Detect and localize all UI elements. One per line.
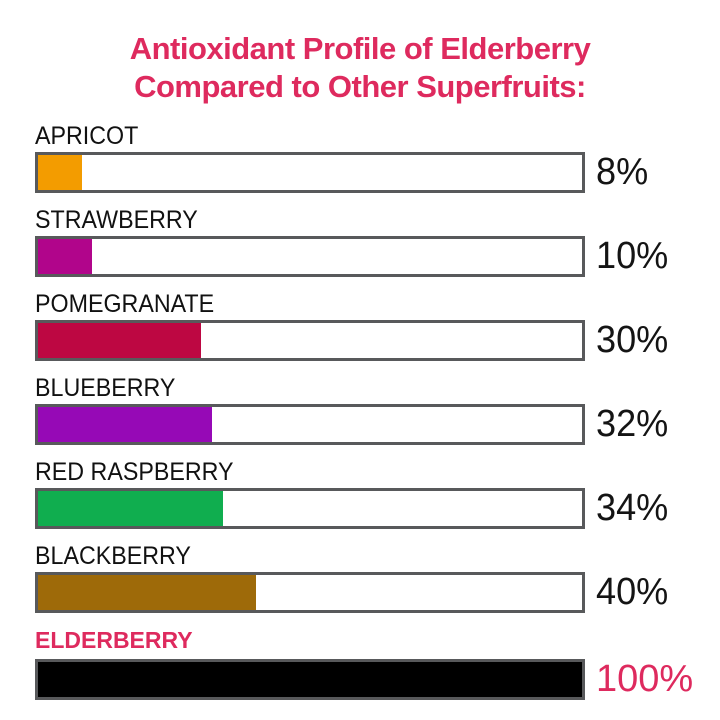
- bar-track: [35, 488, 585, 529]
- bar-track: [35, 572, 585, 613]
- bar-label: APRICOT: [35, 122, 139, 150]
- bar-fill: [38, 662, 582, 697]
- bar-row: APRICOT 8%: [35, 122, 720, 193]
- bar-label: POMEGRANATE: [35, 290, 215, 318]
- value-label: 10%: [596, 235, 669, 277]
- chart-title-line-2: Compared to Other Superfruits:: [134, 69, 586, 104]
- bar-track: [35, 152, 585, 193]
- bar-label: STRAWBERRY: [35, 206, 198, 234]
- bar-fill: [38, 407, 213, 442]
- bar-row: ELDERBERRY 100%: [35, 626, 720, 700]
- chart-title-line-1: Antioxidant Profile of Elderberry: [129, 31, 591, 66]
- bar-label: BLACKBERRY: [35, 542, 191, 570]
- bar-track: [35, 320, 585, 361]
- bar-row: BLUEBERRY 32%: [35, 374, 720, 445]
- value-label: 8%: [596, 151, 649, 193]
- chart-title: Antioxidant Profile of Elderberry Compar…: [0, 0, 720, 106]
- bar-track: [35, 659, 585, 700]
- bar-fill: [38, 155, 82, 190]
- value-label: 40%: [596, 571, 669, 613]
- bar-track: [35, 404, 585, 445]
- bar-fill: [38, 575, 256, 610]
- value-label: 34%: [596, 487, 669, 529]
- bar-fill: [38, 323, 202, 358]
- bar-fill: [38, 491, 223, 526]
- bar-row: RED RASPBERRY 34%: [35, 458, 720, 529]
- bar-row: BLACKBERRY 40%: [35, 542, 720, 613]
- bar-fill: [38, 239, 93, 274]
- bar-row: POMEGRANATE 30%: [35, 290, 720, 361]
- bar-row: STRAWBERRY 10%: [35, 206, 720, 277]
- bar-track: [35, 236, 585, 277]
- bar-label: ELDERBERRY: [35, 627, 193, 653]
- value-label: 32%: [596, 403, 669, 445]
- bar-label: RED RASPBERRY: [35, 458, 234, 486]
- bar-chart: APRICOT 8% STRAWBERRY 10% POMEGRANATE: [35, 122, 720, 700]
- value-label: 100%: [596, 658, 694, 700]
- bar-label: BLUEBERRY: [35, 374, 176, 402]
- value-label: 30%: [596, 319, 669, 361]
